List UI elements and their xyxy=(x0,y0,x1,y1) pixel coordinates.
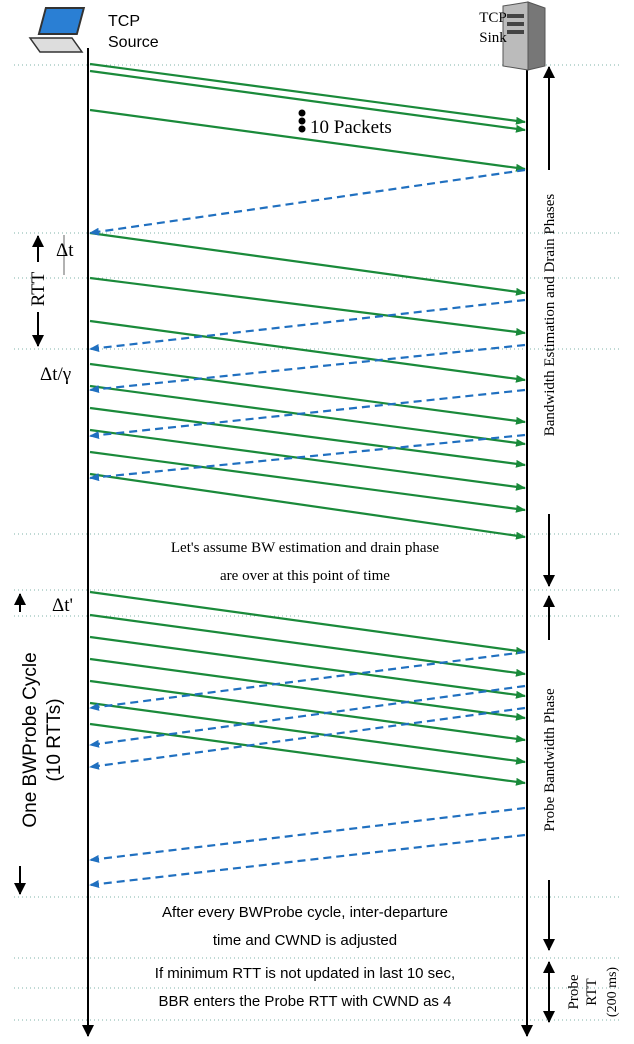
cycle-label: One BWProbe Cycle xyxy=(20,652,41,827)
data-packet-arrow xyxy=(89,319,526,383)
data-packet-arrow xyxy=(89,231,526,296)
server-icon xyxy=(502,1,546,71)
sink-label: Sink xyxy=(479,30,507,46)
packets-label: 10 Packets xyxy=(310,117,392,138)
ack-arrow xyxy=(89,706,526,770)
delta-t-gamma-label: Δt/γ xyxy=(40,364,71,385)
data-packet-arrow xyxy=(89,613,526,677)
data-packet-arrow xyxy=(89,406,526,468)
ack-arrow xyxy=(89,806,526,863)
data-packet-arrow xyxy=(89,701,526,765)
data-packet-arrow xyxy=(89,276,526,336)
delta-t-prime-label: Δt' xyxy=(52,595,73,616)
phase-label: Bandwidth Estimation and Drain Phases xyxy=(542,194,558,437)
note: BBR enters the Probe RTT with CWND as 4 xyxy=(159,993,452,1010)
data-packet-arrow xyxy=(89,722,526,786)
data-packet-arrow xyxy=(89,450,526,513)
data-packet-arrow xyxy=(89,69,526,133)
ack-arrow xyxy=(89,650,526,711)
sink-label: TCP xyxy=(479,10,507,26)
note: Let's assume BW estimation and drain pha… xyxy=(171,540,440,556)
rtt-label: RTT xyxy=(28,271,49,306)
note: If minimum RTT is not updated in last 10… xyxy=(155,965,455,982)
ack-arrow xyxy=(89,298,526,352)
phase-label: Probe xyxy=(566,974,582,1009)
data-packet-arrow xyxy=(89,657,526,721)
ack-arrow xyxy=(89,388,526,440)
ack-arrow xyxy=(89,168,526,236)
data-packet-arrow xyxy=(89,384,526,447)
laptop-icon xyxy=(28,7,86,53)
ack-arrow xyxy=(89,433,526,482)
note: time and CWND is adjusted xyxy=(213,932,397,949)
data-packet-arrow xyxy=(89,679,526,743)
delta-t-label: Δt xyxy=(56,240,74,261)
layer xyxy=(14,48,622,1037)
note: After every BWProbe cycle, inter-departu… xyxy=(162,904,448,921)
ack-arrow xyxy=(89,833,526,888)
data-packet-arrow xyxy=(89,428,526,491)
source-label: TCP xyxy=(108,13,140,30)
phase-label: Probe Bandwidth Phase xyxy=(542,688,558,832)
dots-icon xyxy=(298,109,306,133)
ack-arrow xyxy=(89,343,526,394)
phase-label: (200 ms) xyxy=(605,967,620,1018)
cycle-label: (10 RTTs) xyxy=(44,698,65,781)
data-packet-arrow xyxy=(89,472,526,540)
note: are over at this point of time xyxy=(220,568,390,584)
source-label: Source xyxy=(108,34,159,51)
data-packet-arrow xyxy=(89,590,526,655)
phase-label: RTT xyxy=(584,978,600,1005)
data-packet-arrow xyxy=(89,62,526,125)
data-packet-arrow xyxy=(89,108,526,172)
data-packet-arrow xyxy=(89,635,526,699)
data-packet-arrow xyxy=(89,362,526,425)
ack-arrow xyxy=(89,684,526,748)
